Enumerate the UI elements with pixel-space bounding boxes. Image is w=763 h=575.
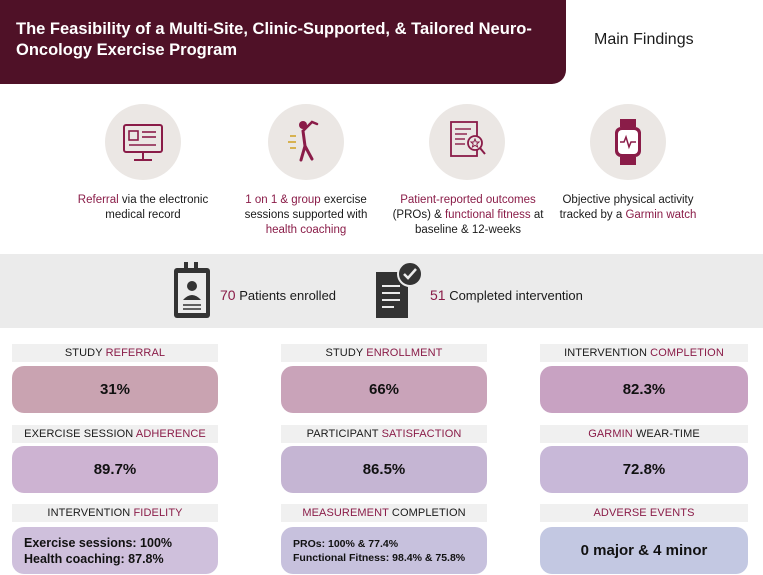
study-enrollment-value: 66%	[281, 366, 487, 413]
document-checklist-icon	[429, 104, 505, 180]
garmin-wear-time-label: GARMIN WEAR-TIME	[540, 425, 748, 443]
feature-referral-text: Referral via the electronic medical reco…	[77, 194, 209, 221]
intervention-fidelity-label: INTERVENTION FIDELITY	[12, 504, 218, 522]
garmin-wear-time-value: 72.8%	[540, 446, 748, 493]
enrolled-stat: 70 Patients enrolled	[220, 287, 337, 303]
participant-satisfaction-value: 86.5%	[281, 446, 487, 493]
completed-checklist-icon	[376, 261, 423, 318]
main-findings-label: Main Findings	[594, 31, 694, 48]
computer-monitor-icon	[105, 104, 181, 180]
intervention-completion-label: INTERVENTION COMPLETION	[540, 344, 748, 362]
exercise-adherence-label: EXERCISE SESSION ADHERENCE	[12, 425, 218, 443]
intervention-completion-value: 82.3%	[540, 366, 748, 413]
feature-outcomes-text: Patient-reported outcomes (PROs) & funct…	[392, 194, 544, 236]
page-title: The Feasibility of a Multi-Site, Clinic-…	[16, 20, 532, 59]
intervention-fidelity-value: Exercise sessions: 100% Health coaching:…	[12, 527, 218, 574]
measurement-completion-label: MEASUREMENT COMPLETION	[281, 504, 487, 522]
feature-sessions-text: 1 on 1 & group exercise sessions support…	[244, 194, 368, 236]
exercise-person-icon	[268, 104, 344, 180]
smartwatch-icon	[590, 104, 666, 180]
participant-satisfaction-label: PARTICIPANT SATISFACTION	[281, 425, 487, 443]
study-referral-value: 31%	[12, 366, 218, 413]
study-enrollment-label: STUDY ENROLLMENT	[281, 344, 487, 362]
id-badge-icon	[174, 262, 210, 318]
study-referral-label: STUDY REFERRAL	[12, 344, 218, 362]
adverse-events-label: ADVERSE EVENTS	[540, 504, 748, 522]
adverse-events-value: 0 major & 4 minor	[540, 527, 748, 574]
stats-band: 70 Patients enrolled 51 Completed interv…	[0, 254, 763, 328]
measurement-completion-value: PROs: 100% & 77.4% Functional Fitness: 9…	[281, 527, 487, 574]
completed-stat: 51 Completed intervention	[430, 287, 583, 303]
exercise-adherence-value: 89.7%	[12, 446, 218, 493]
feature-garmin-text: Objective physical activity tracked by a…	[559, 194, 697, 221]
title-banner: The Feasibility of a Multi-Site, Clinic-…	[0, 0, 566, 84]
